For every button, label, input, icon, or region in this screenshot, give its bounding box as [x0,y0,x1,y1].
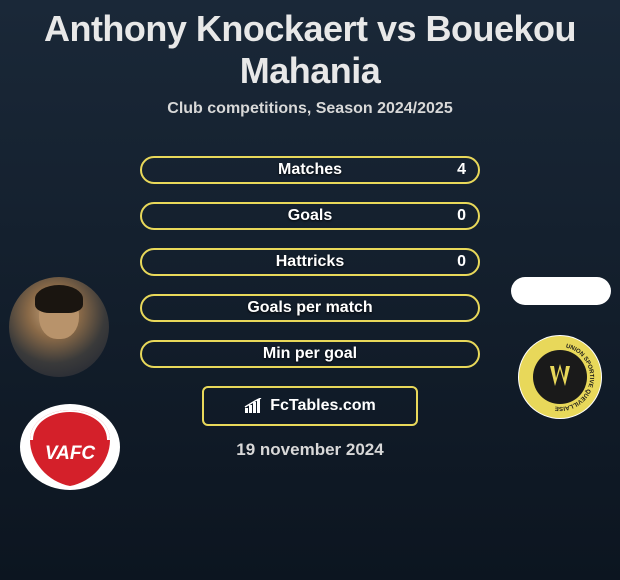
stat-bar: Goals per match [140,294,480,322]
svg-text:VAFC: VAFC [45,443,96,464]
stat-row-matches: Matches 4 [10,156,610,184]
stat-label: Min per goal [263,345,357,363]
chart-icon [244,398,264,414]
stat-row-hattricks: Hattricks 0 [10,248,610,276]
stat-label: Goals [288,207,332,225]
stat-bar: Min per goal [140,340,480,368]
stat-label: Hattricks [276,253,344,271]
stat-label: Goals per match [247,299,372,317]
subtitle: Club competitions, Season 2024/2025 [0,100,620,118]
watermark-text: FcTables.com [270,397,376,415]
stat-bar: Goals 0 [140,202,480,230]
stat-bar: Hattricks 0 [140,248,480,276]
player-right-pill [511,277,611,305]
player-left-avatar [9,277,109,377]
page-title: Anthony Knockaert vs Bouekou Mahania [0,0,620,92]
club-left-badge: VAFC [20,404,120,490]
stat-bar: Matches 4 [140,156,480,184]
stat-value-right: 4 [457,161,466,179]
stat-row-goals: Goals 0 [10,202,610,230]
comparison-block: VAFC UNION SPORTIVE QUEVILLAISE Matches … [0,156,620,368]
stat-label: Matches [278,161,342,179]
stat-value-right: 0 [457,207,466,225]
watermark-box: FcTables.com [202,386,418,426]
club-right-badge: UNION SPORTIVE QUEVILLAISE [510,334,610,420]
stat-value-right: 0 [457,253,466,271]
